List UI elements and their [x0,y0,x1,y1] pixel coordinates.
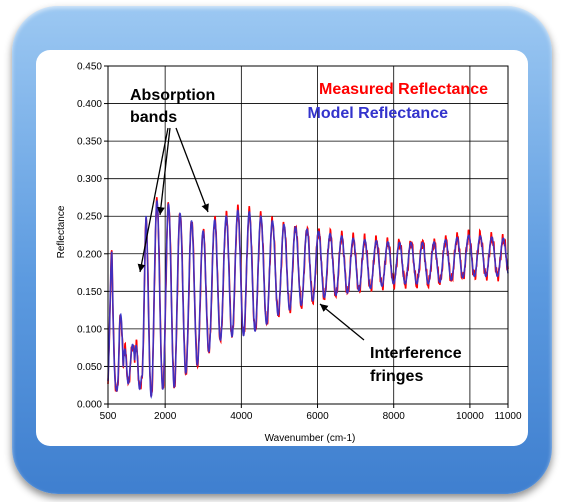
y-tick-label: 0.250 [77,212,102,223]
annotation-absorption-line2: bands [130,109,177,126]
x-tick-label: 11000 [494,411,522,422]
x-axis-label: Wavenumber (cm-1) [265,433,356,444]
y-tick-label: 0.000 [77,400,102,411]
y-tick-label: 0.200 [77,249,102,260]
y-tick-label: 0.300 [77,174,102,185]
y-tick-label: 0.150 [77,287,102,298]
y-tick-label: 0.050 [77,362,102,373]
annotation-interference-line2: fringes [370,368,423,385]
x-tick-label: 8000 [383,411,406,422]
series-model-reflectance [107,199,509,400]
x-tick-label: 500 [100,411,117,422]
annotation-absorption-line1: Absorption [130,87,215,104]
x-tick-label: 2000 [154,411,177,422]
legend-model: Model Reflectance [308,105,449,122]
annotation-arrow [157,127,171,216]
y-tick-label: 0.450 [77,62,102,73]
annotation-arrow [137,127,169,273]
y-tick-label: 0.350 [77,137,102,148]
x-tick-label: 6000 [306,411,329,422]
annotation-interference-line1: Interference [370,345,462,362]
annotation-arrow [175,127,209,213]
x-tick-label: 4000 [230,411,253,422]
y-tick-label: 0.400 [77,99,102,110]
y-axis-label: Reflectance [56,205,67,258]
y-tick-label: 0.100 [77,324,102,335]
legend-measured: Measured Reflectance [319,81,488,98]
x-tick-label: 10000 [456,411,484,422]
plot-area-border [107,65,509,405]
annotation-arrow [319,303,365,341]
